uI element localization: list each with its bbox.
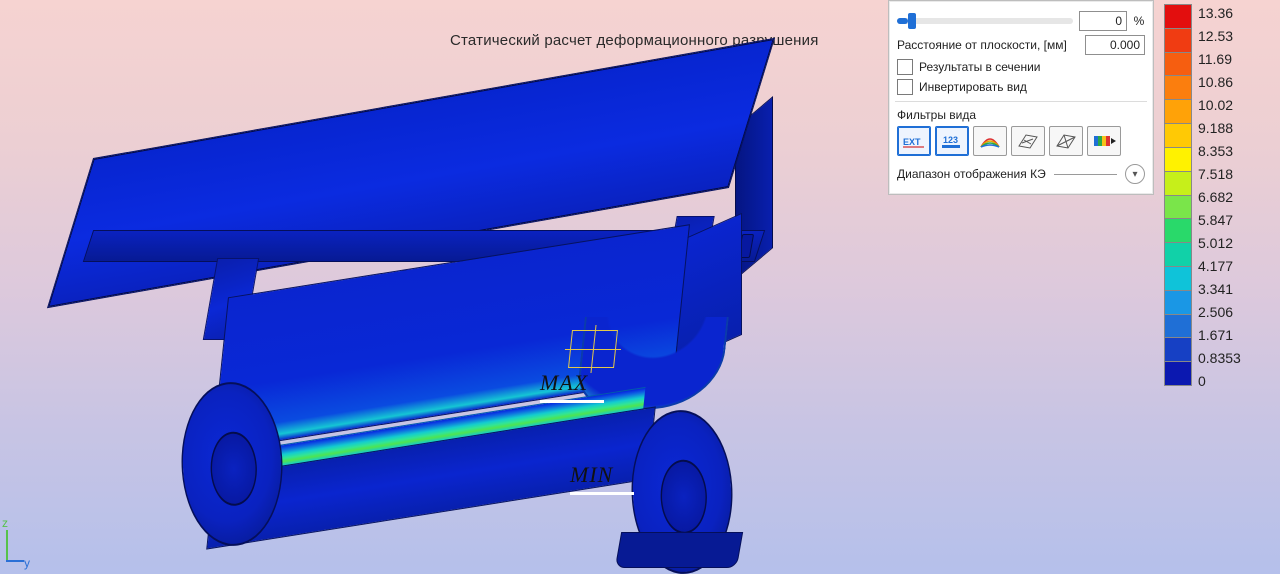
legend-segment: [1165, 266, 1191, 290]
legend-value: 2.506: [1198, 301, 1268, 324]
legend-segment: [1165, 28, 1191, 52]
marker-underline: [570, 492, 634, 495]
legend-segment: [1165, 361, 1191, 385]
color-legend-bar: [1164, 4, 1192, 386]
mesh-filter-b-button[interactable]: [1049, 126, 1083, 156]
legend-value: 11.69: [1198, 48, 1268, 71]
axis-y-label: y: [24, 556, 30, 570]
legend-segment: [1165, 123, 1191, 147]
color-legend: 13.3612.5311.6910.8610.029.1888.3537.518…: [1164, 4, 1274, 386]
palette-filter-icon: [1092, 131, 1116, 151]
ext-filter-button[interactable]: EXT: [897, 126, 931, 156]
viewport: Статический расчет деформационного разру…: [0, 0, 1280, 574]
legend-value: 5.012: [1198, 232, 1268, 255]
min-marker: MIN: [570, 462, 634, 495]
legend-value: 8.353: [1198, 140, 1268, 163]
chevron-down-icon: ▾: [1132, 169, 1137, 180]
ext-filter-icon: EXT: [902, 131, 926, 151]
numeric-filter-button[interactable]: 123: [935, 126, 969, 156]
selection-gizmo-icon[interactable]: [568, 330, 618, 368]
mesh-a-icon: [1016, 131, 1040, 151]
legend-segment: [1165, 242, 1191, 266]
legend-segment: [1165, 171, 1191, 195]
legend-segment: [1165, 75, 1191, 99]
view-filters-toolbar: EXT 123: [897, 126, 1145, 156]
legend-value: 13.36: [1198, 2, 1268, 25]
legend-segment: [1165, 52, 1191, 76]
legend-segment: [1165, 147, 1191, 171]
fe-range-line: [1054, 174, 1117, 175]
legend-segment: [1165, 337, 1191, 361]
svg-text:123: 123: [943, 135, 958, 145]
invert-view-checkbox[interactable]: [897, 79, 913, 95]
max-marker: MAX: [540, 370, 604, 403]
invert-view-label: Инвертировать вид: [919, 80, 1027, 94]
view-filters-title: Фильтры вида: [897, 108, 1145, 122]
legend-segment: [1165, 5, 1191, 28]
legend-value: 9.188: [1198, 117, 1268, 140]
marker-underline: [540, 400, 604, 403]
section-results-checkbox[interactable]: [897, 59, 913, 75]
scale-slider[interactable]: [897, 18, 1073, 24]
axis-z-line: [6, 530, 8, 562]
panel-separator: [895, 101, 1147, 102]
distance-field[interactable]: 0.000: [1085, 35, 1145, 55]
legend-segment: [1165, 290, 1191, 314]
legend-value: 0.8353: [1198, 347, 1268, 370]
legend-value: 5.847: [1198, 209, 1268, 232]
palette-filter-button[interactable]: [1087, 126, 1121, 156]
section-results-label: Результаты в сечении: [919, 60, 1040, 74]
legend-segment: [1165, 195, 1191, 219]
percent-label: %: [1133, 14, 1145, 28]
color-legend-labels: 13.3612.5311.6910.8610.029.1888.3537.518…: [1192, 4, 1274, 386]
min-marker-label: MIN: [570, 462, 613, 487]
legend-value: 12.53: [1198, 25, 1268, 48]
axis-z-label: z: [2, 516, 8, 530]
contour-filter-icon: [978, 131, 1002, 151]
axis-triad: z y: [4, 518, 34, 568]
max-marker-label: MAX: [540, 370, 588, 395]
legend-value: 6.682: [1198, 186, 1268, 209]
mesh-b-icon: [1054, 131, 1078, 151]
fe-range-expand-button[interactable]: ▾: [1125, 164, 1145, 184]
legend-value: 4.177: [1198, 255, 1268, 278]
legend-value: 10.86: [1198, 71, 1268, 94]
legend-segment: [1165, 218, 1191, 242]
fea-model[interactable]: MAX MIN: [70, 62, 790, 542]
legend-value: 3.341: [1198, 278, 1268, 301]
legend-value: 1.671: [1198, 324, 1268, 347]
contour-filter-button[interactable]: [973, 126, 1007, 156]
fe-range-label: Диапазон отображения КЭ: [897, 167, 1046, 181]
legend-value: 10.02: [1198, 94, 1268, 117]
legend-segment: [1165, 99, 1191, 123]
options-panel: 0 % Расстояние от плоскости, [мм] 0.000 …: [888, 0, 1154, 195]
svg-text:EXT: EXT: [903, 137, 921, 147]
distance-label: Расстояние от плоскости, [мм]: [897, 38, 1079, 52]
mesh-filter-a-button[interactable]: [1011, 126, 1045, 156]
scale-value-field[interactable]: 0: [1079, 11, 1127, 31]
legend-value: 0: [1198, 370, 1268, 393]
axis-y-line: [6, 560, 24, 562]
legend-segment: [1165, 314, 1191, 338]
legend-value: 7.518: [1198, 163, 1268, 186]
model-flange-base: [615, 532, 743, 568]
numeric-filter-icon: 123: [940, 131, 964, 151]
